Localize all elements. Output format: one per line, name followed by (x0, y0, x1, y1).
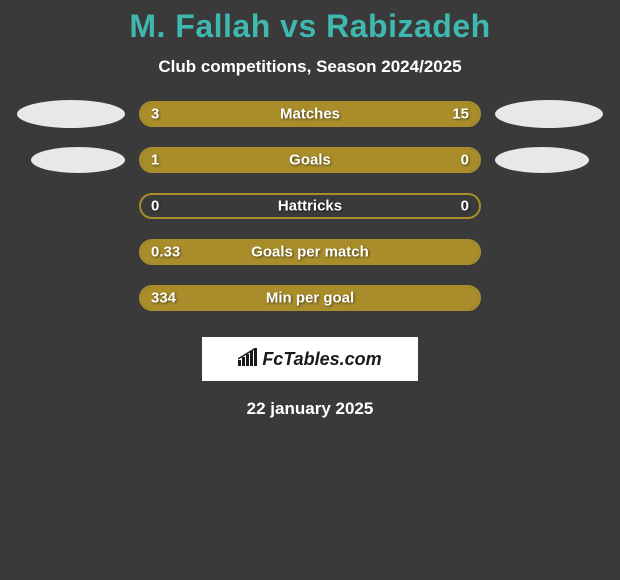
date-text: 22 january 2025 (0, 399, 620, 419)
logo-text: FcTables.com (238, 348, 381, 371)
stat-label: Goals (289, 152, 331, 169)
stats-list: 3 Matches 15 1 Goals 0 0 Hattricks 0 0.33 Goals pe… (0, 101, 620, 311)
stat-value-left: 0 (151, 198, 159, 215)
stat-row: 334 Min per goal (0, 285, 620, 311)
stat-bar: 334 Min per goal (139, 285, 481, 311)
bar-chart-icon (238, 348, 258, 371)
stat-bar: 0.33 Goals per match (139, 239, 481, 265)
stat-row: 3 Matches 15 (0, 101, 620, 127)
stat-value-right: 0 (461, 198, 469, 215)
subtitle: Club competitions, Season 2024/2025 (0, 57, 620, 77)
player-avatar-left (31, 147, 125, 173)
stat-bar: 0 Hattricks 0 (139, 193, 481, 219)
stat-value-left: 0.33 (151, 244, 180, 261)
logo-label: FcTables.com (262, 349, 381, 370)
stat-row: 0.33 Goals per match (0, 239, 620, 265)
stat-value-left: 1 (151, 152, 159, 169)
stat-label: Min per goal (266, 290, 354, 307)
bar-fill-left (141, 149, 411, 171)
stat-bar: 1 Goals 0 (139, 147, 481, 173)
stat-row: 0 Hattricks 0 (0, 193, 620, 219)
comparison-card: M. Fallah vs Rabizadeh Club competitions… (0, 0, 620, 419)
player-avatar-right (495, 147, 589, 173)
player-avatar-right (495, 100, 603, 128)
stat-label: Hattricks (278, 198, 342, 215)
stat-row: 1 Goals 0 (0, 147, 620, 173)
stat-label: Matches (280, 106, 340, 123)
stat-value-right: 0 (461, 152, 469, 169)
bar-fill-left (141, 103, 197, 125)
player-avatar-left (17, 100, 125, 128)
stat-label: Goals per match (251, 244, 369, 261)
stat-bar: 3 Matches 15 (139, 101, 481, 127)
stat-value-left: 3 (151, 106, 159, 123)
source-logo: FcTables.com (202, 337, 418, 381)
page-title: M. Fallah vs Rabizadeh (0, 8, 620, 45)
stat-value-right: 15 (452, 106, 469, 123)
stat-value-left: 334 (151, 290, 176, 307)
